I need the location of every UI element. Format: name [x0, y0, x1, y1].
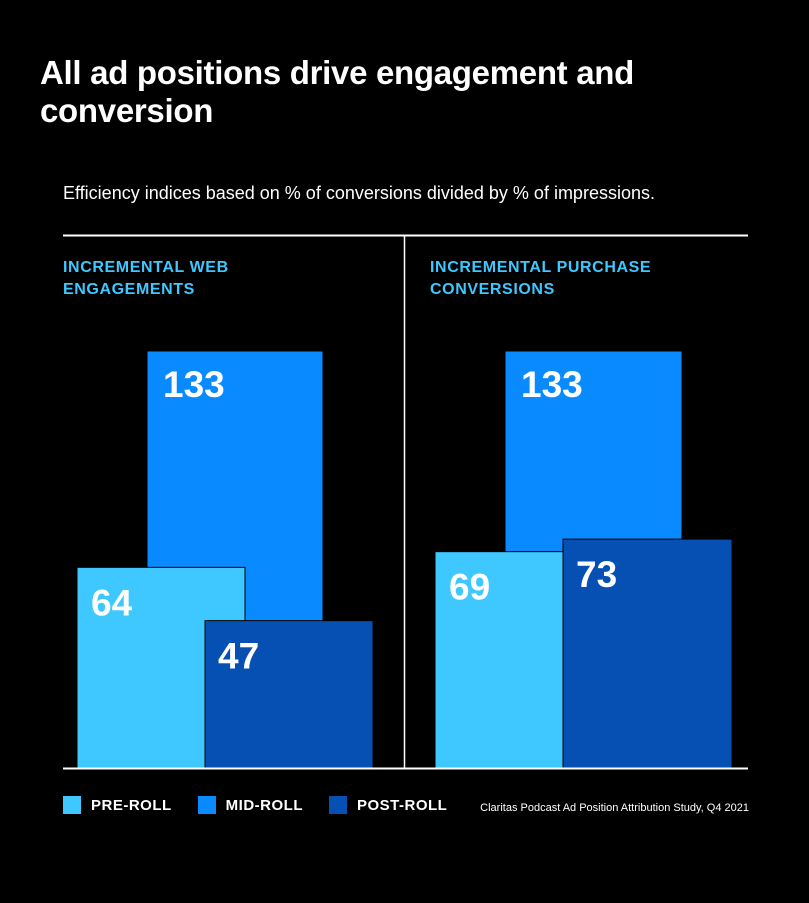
bar-mid-roll-group-1	[146, 350, 324, 769]
bar-post-roll-group-2	[562, 538, 733, 769]
legend-item-mid-roll: MID-ROLL	[197, 796, 303, 814]
legend-label-pre-roll: PRE-ROLL	[91, 796, 172, 814]
bar-post-roll-group-1	[204, 620, 374, 769]
bar-pre-roll-group-1	[76, 566, 246, 769]
bar-value-post-roll-group-2: 73	[576, 554, 617, 595]
bar-value-mid-roll-group-2: 133	[521, 364, 583, 405]
group-label-2-line-2: CONVERSIONS	[430, 281, 555, 298]
legend-swatch-post-roll	[329, 796, 347, 814]
group-label-1-line-1: INCREMENTAL WEB	[63, 259, 229, 276]
chart-subtitle: Efficiency indices based on % of convers…	[63, 183, 655, 203]
chart-title: All ad positions drive engagement and co…	[40, 54, 635, 129]
bar-value-post-roll-group-1: 47	[218, 636, 259, 677]
legend-swatch-pre-roll	[63, 796, 81, 814]
legend-swatch-mid-roll	[197, 796, 216, 814]
bar-pre-roll-group-2	[434, 551, 566, 769]
bar-mid-roll-group-2	[504, 350, 683, 769]
bar-value-mid-roll-group-1: 133	[163, 364, 225, 405]
bar-value-pre-roll-group-2: 69	[449, 567, 490, 608]
legend-item-post-roll: POST-ROLL	[329, 796, 447, 814]
legend-item-pre-roll: PRE-ROLL	[63, 796, 172, 814]
legend: PRE-ROLL MID-ROLL POST-ROLL	[63, 796, 473, 814]
legend-label-mid-roll: MID-ROLL	[225, 796, 303, 814]
group-label-1-line-2: ENGAGEMENTS	[63, 281, 195, 298]
group-label-2-line-1: INCREMENTAL PURCHASE	[430, 259, 651, 276]
bar-value-pre-roll-group-1: 64	[91, 582, 133, 623]
legend-label-post-roll: POST-ROLL	[357, 796, 448, 814]
source-note: Claritas Podcast Ad Position Attribution…	[480, 802, 749, 814]
